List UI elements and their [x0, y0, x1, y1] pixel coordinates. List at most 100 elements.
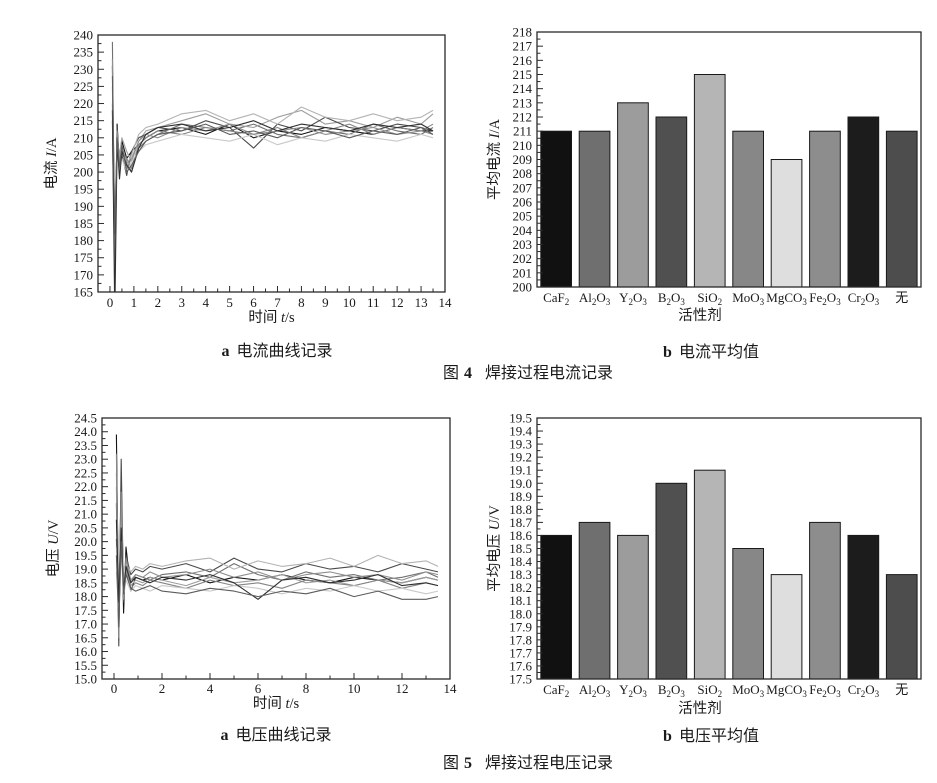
y-tick-label: 17.9 — [509, 619, 532, 634]
y-tick-label: 17.8 — [509, 632, 532, 647]
x-tick-label: 0 — [107, 295, 114, 310]
bar-Cr2O3 — [847, 534, 880, 680]
category-label: SiO2 — [697, 290, 722, 307]
series-line-Y2O3 — [111, 86, 434, 242]
y-tick-label: 18.6 — [509, 528, 532, 543]
category-label: Y2O3 — [619, 290, 647, 307]
current-curves-group: 1651701751801851901952002052102152202252… — [43, 28, 452, 327]
x-tick-label: 8 — [303, 681, 310, 696]
y-tick-label: 18.3 — [509, 567, 532, 582]
y-tick-label: 18.4 — [509, 554, 532, 569]
x-tick-label: 2 — [159, 681, 166, 696]
category-label: 无 — [895, 682, 908, 697]
y-tick-label: 213 — [513, 95, 533, 110]
y-tick-label: 20.5 — [74, 520, 97, 535]
y-tick-label: 217 — [513, 39, 533, 54]
figure-label: 图 — [442, 755, 459, 772]
bar-Al2O3 — [578, 521, 611, 680]
x-tick-label: 3 — [179, 295, 186, 310]
x-axis-title: 时间 t/s — [253, 695, 300, 712]
figure-title: 焊接过程电压记录 — [485, 755, 614, 772]
series-line-Cr2O3 — [115, 519, 439, 603]
x-tick-label: 9 — [322, 295, 329, 310]
y-tick-label: 200 — [74, 165, 94, 180]
y-tick-label: 18.5 — [509, 541, 532, 556]
category-label: Al2O3 — [579, 290, 611, 307]
y-tick-label: 216 — [513, 53, 533, 68]
panel-letter: a — [221, 343, 230, 360]
y-tick-label: 18.1 — [509, 593, 532, 608]
bar-Fe2O3 — [809, 521, 841, 680]
figure-number: 5 — [464, 755, 472, 772]
y-tick-label: 17.5 — [74, 603, 97, 618]
panel-caption-voltage-curves: a 电压曲线记录 — [220, 721, 331, 745]
y-tick-label: 225 — [74, 79, 94, 94]
y-axis-title: 电压 U/V — [45, 519, 62, 577]
bar-MgCO3 — [770, 574, 803, 680]
y-tick-label: 19.0 — [509, 476, 532, 491]
y-tick-label: 19.4 — [509, 424, 532, 439]
category-label: B2O3 — [658, 290, 686, 307]
y-tick-label: 212 — [513, 110, 533, 125]
y-tick-label: 205 — [513, 209, 533, 224]
y-tick-label: 195 — [74, 182, 94, 197]
y-tick-label: 206 — [513, 195, 533, 210]
bar-Al2O3 — [578, 130, 611, 288]
current-averages-group: 2002012022032042052062072082092102112122… — [486, 25, 922, 324]
y-tick-label: 202 — [513, 251, 533, 266]
category-label: MoO3 — [732, 682, 764, 699]
y-tick-label: 24.0 — [74, 424, 97, 439]
plot-background — [102, 418, 450, 679]
panel-title: 电流平均值 — [678, 344, 759, 361]
y-axis-title: 电流 I/A — [43, 137, 60, 189]
panel-letter: b — [663, 344, 672, 361]
category-label: SiO2 — [697, 682, 722, 699]
category-label: Fe2O3 — [809, 682, 841, 699]
x-tick-label: 12 — [391, 295, 404, 310]
y-tick-label: 210 — [513, 138, 533, 153]
y-tick-label: 15.0 — [74, 672, 97, 687]
y-tick-label: 17.6 — [509, 658, 532, 673]
y-tick-label: 18.5 — [74, 575, 97, 590]
category-label: CaF2 — [543, 290, 569, 307]
category-label: Y2O3 — [619, 682, 647, 699]
panel-title: 电流曲线记录 — [236, 343, 333, 360]
figure4-caption: 图 4 焊接过程电流记录 — [443, 359, 613, 383]
y-tick-label: 19.2 — [509, 450, 532, 465]
category-label: Cr2O3 — [848, 682, 880, 699]
y-tick-label: 23.5 — [74, 438, 97, 453]
bar-CaF2 — [540, 130, 573, 288]
x-tick-label: 11 — [367, 295, 380, 310]
y-tick-label: 18.7 — [509, 515, 532, 530]
y-tick-label: 210 — [74, 130, 94, 145]
voltage-averages-group: 17.517.617.717.817.918.018.118.218.318.4… — [486, 411, 922, 717]
bar-SiO2 — [693, 74, 726, 288]
category-label: 无 — [895, 290, 908, 305]
x-tick-label: 7 — [274, 295, 281, 310]
y-tick-label: 18.2 — [509, 580, 532, 595]
x-tick-label: 10 — [348, 681, 361, 696]
y-tick-label: 22.0 — [74, 479, 97, 494]
x-axis-title: 时间 t/s — [248, 309, 295, 326]
y-tick-label: 203 — [513, 237, 533, 252]
y-tick-label: 175 — [74, 250, 94, 265]
bar-MgCO3 — [770, 159, 803, 288]
x-tick-label: 4 — [202, 295, 209, 310]
x-tick-label: 2 — [155, 295, 162, 310]
bar-B2O3 — [655, 116, 688, 288]
y-tick-label: 21.5 — [74, 493, 97, 508]
voltage-line-chart: 15.015.516.016.517.017.518.018.519.019.5… — [45, 411, 457, 713]
voltage-bar-chart: 17.517.617.717.817.918.018.118.218.318.4… — [486, 411, 922, 717]
bar-MoO3 — [732, 548, 764, 680]
voltage-curves-series — [115, 434, 439, 647]
series-line-无 — [115, 541, 439, 628]
y-tick-label: 170 — [74, 267, 94, 282]
bar-无 — [885, 574, 918, 680]
y-tick-label: 215 — [74, 113, 94, 128]
bar-Y2O3 — [617, 534, 649, 680]
category-label: Fe2O3 — [809, 290, 841, 307]
y-tick-label: 23.0 — [74, 452, 97, 467]
x-tick-label: 5 — [226, 295, 233, 310]
y-tick-label: 19.0 — [74, 562, 97, 577]
x-tick-label: 14 — [439, 295, 453, 310]
